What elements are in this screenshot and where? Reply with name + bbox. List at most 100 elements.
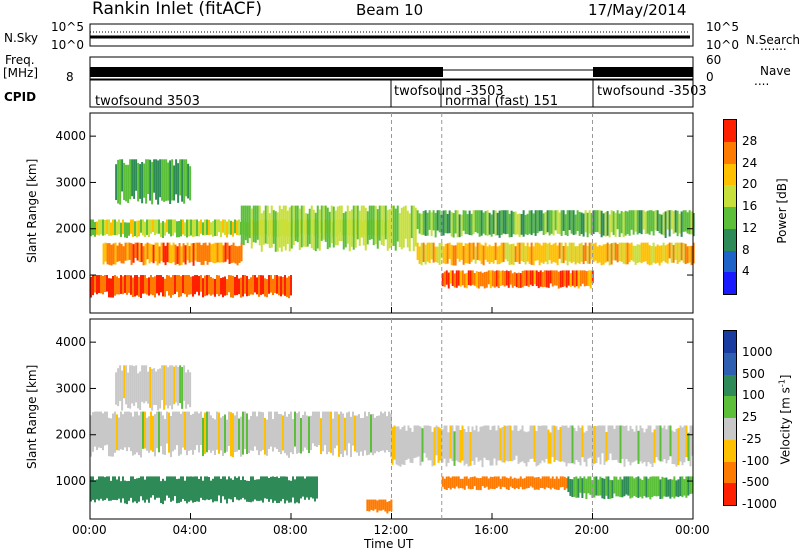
data-cell xyxy=(176,221,178,238)
data-cell xyxy=(688,245,691,263)
data-cell xyxy=(274,411,276,448)
data-cell xyxy=(162,221,164,238)
colorbar-swatch xyxy=(724,331,736,353)
data-cell xyxy=(637,476,640,498)
data-cell xyxy=(463,428,466,466)
data-cell xyxy=(458,214,461,238)
data-cell xyxy=(505,270,508,286)
data-cell xyxy=(616,210,619,230)
data-cell xyxy=(230,275,232,298)
data-cell xyxy=(587,476,590,494)
data-cell xyxy=(126,411,128,452)
data-cell xyxy=(653,429,656,463)
cpid-label: CPID xyxy=(4,90,37,104)
data-cell xyxy=(453,476,456,489)
data-cell xyxy=(122,476,124,499)
data-cell xyxy=(294,479,296,504)
data-cell xyxy=(555,270,558,286)
data-cell xyxy=(668,242,671,259)
data-cell xyxy=(222,277,224,298)
data-cell xyxy=(234,476,236,498)
data-cell xyxy=(400,207,403,250)
data-cell xyxy=(681,476,684,498)
data-cell xyxy=(611,425,614,461)
data-cell xyxy=(384,205,387,240)
data-cell xyxy=(238,278,240,295)
colorbar-swatch xyxy=(724,418,736,440)
xtick-label: 12:00 xyxy=(373,523,409,537)
data-cell xyxy=(179,365,182,404)
data-cell xyxy=(508,213,511,238)
data-cell xyxy=(189,372,192,408)
data-cell xyxy=(583,270,586,287)
data-cell xyxy=(236,411,238,452)
data-cell xyxy=(238,245,241,263)
data-cell xyxy=(625,476,628,495)
data-cell xyxy=(186,242,189,261)
data-cell xyxy=(535,431,538,467)
data-cell xyxy=(288,413,290,458)
data-cell xyxy=(110,222,112,236)
data-cell xyxy=(642,242,645,262)
data-cell xyxy=(451,476,454,488)
data-cell xyxy=(653,476,656,496)
data-cell xyxy=(163,365,166,410)
data-cell xyxy=(485,271,488,288)
data-cell xyxy=(601,477,604,499)
data-cell xyxy=(506,242,509,262)
data-cell xyxy=(533,425,536,462)
data-cell xyxy=(118,219,120,235)
data-cell xyxy=(411,431,414,464)
data-cell xyxy=(138,477,140,502)
data-cell xyxy=(534,242,537,261)
nave-dots: .... xyxy=(754,74,770,88)
data-cell xyxy=(565,425,568,467)
data-cell xyxy=(155,159,158,200)
data-cell xyxy=(115,164,118,201)
data-cell xyxy=(290,411,292,453)
data-cell xyxy=(631,428,634,463)
data-cell xyxy=(123,162,126,201)
data-cell xyxy=(494,210,497,236)
data-cell xyxy=(545,476,548,488)
data-cell xyxy=(118,242,121,262)
data-cell xyxy=(94,411,96,447)
data-cell xyxy=(441,273,444,287)
data-cell xyxy=(159,159,162,198)
data-cell xyxy=(360,418,362,452)
data-cell xyxy=(679,425,682,462)
data-cell xyxy=(142,246,145,266)
data-cell xyxy=(364,411,366,451)
data-cell xyxy=(592,210,595,234)
data-band xyxy=(90,275,292,299)
data-cell xyxy=(204,219,206,236)
axes: 1000 2000 3000 4000 1000 2000 3000 4000 xyxy=(55,113,694,519)
data-cell xyxy=(150,411,152,451)
data-cell xyxy=(286,416,288,456)
data-cell xyxy=(685,476,688,498)
data-cell xyxy=(354,205,357,248)
data-cell xyxy=(586,245,589,264)
data-cell xyxy=(316,476,318,499)
data-cell xyxy=(618,213,621,237)
data-cell xyxy=(558,242,561,259)
data-cell xyxy=(252,275,254,295)
data-cell xyxy=(244,411,246,450)
data-cell xyxy=(594,242,597,261)
data-cell xyxy=(625,425,628,460)
data-cell xyxy=(170,476,172,502)
data-cell xyxy=(692,242,695,264)
data-cell xyxy=(489,270,492,289)
data-cell xyxy=(160,481,162,503)
data-cell xyxy=(587,425,590,459)
data-cell xyxy=(428,242,431,263)
data-cell xyxy=(551,270,554,287)
data-cell xyxy=(302,476,304,497)
data-cell xyxy=(300,205,303,248)
data-cell xyxy=(464,210,467,235)
data-cell xyxy=(483,425,486,458)
data-cell xyxy=(228,245,231,264)
data-cell xyxy=(631,476,634,498)
data-cell xyxy=(461,270,464,286)
